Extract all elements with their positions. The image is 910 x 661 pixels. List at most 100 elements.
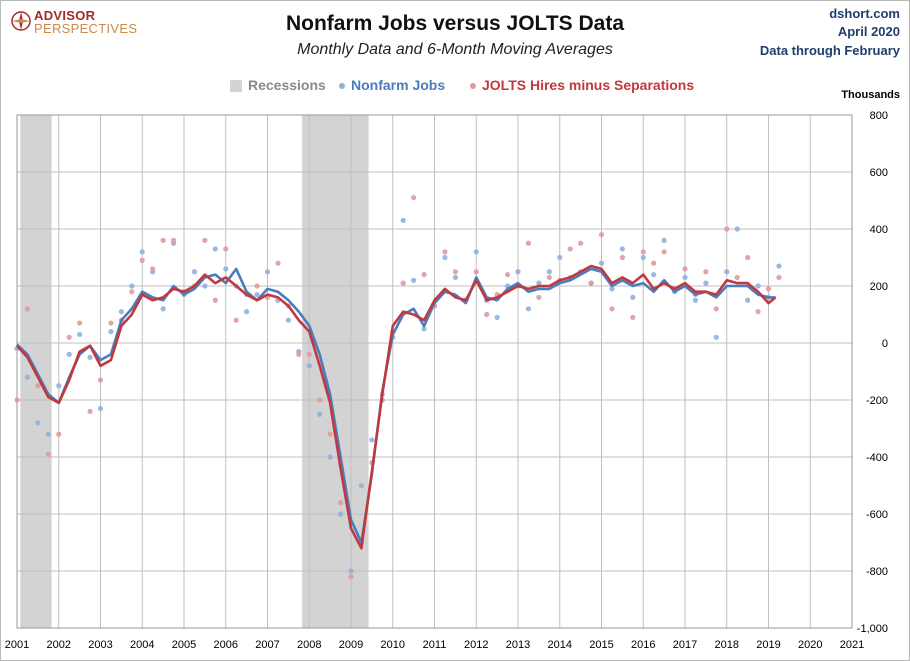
legend-label-recessions: Recessions: [248, 77, 326, 93]
jolts-point: [765, 286, 772, 292]
x-tick-label: 2018: [715, 639, 739, 651]
x-tick-label: 2014: [548, 639, 572, 651]
jolts-point: [734, 274, 740, 281]
jolts-point: [525, 240, 532, 246]
jolts-point: [56, 431, 62, 437]
nonfarm-point: [317, 411, 323, 417]
nonfarm-moving-average-line: [16, 267, 776, 544]
jolts-point: [651, 260, 657, 266]
nonfarm-point: [35, 420, 41, 426]
nonfarm-point: [264, 269, 271, 275]
nonfarm-point: [191, 269, 198, 275]
legend-item-recessions: Recessions: [230, 77, 326, 95]
x-tick-label: 2013: [506, 639, 530, 651]
nonfarm-point: [358, 482, 365, 489]
nonfarm-point: [45, 431, 51, 437]
x-tick-label: 2007: [255, 639, 279, 651]
jolts-point: [598, 232, 605, 238]
jolts-point: [536, 294, 542, 300]
legend-marker-jolts: [470, 83, 476, 90]
jolts-point: [724, 226, 730, 232]
nonfarm-point: [713, 334, 719, 340]
jolts-point: [703, 269, 709, 275]
nonfarm-point: [640, 254, 646, 261]
nonfarm-point: [619, 246, 625, 252]
jolts-point: [567, 246, 573, 252]
nonfarm-point: [400, 217, 406, 224]
jolts-point: [296, 351, 302, 357]
legend-swatch-recessions: [230, 80, 242, 93]
nonfarm-point: [682, 274, 688, 281]
nonfarm-point: [129, 283, 135, 289]
legend-marker-nonfarm: [339, 83, 345, 90]
jolts-point: [473, 269, 479, 275]
nonfarm-point: [421, 326, 427, 332]
jolts-point: [150, 266, 156, 272]
nonfarm-point: [348, 568, 354, 574]
jolts-point: [35, 383, 41, 389]
nonfarm-point: [223, 266, 229, 272]
x-tick-label: 2019: [756, 639, 780, 651]
y-tick-label: -400: [866, 452, 888, 464]
source-site: dshort.com: [829, 6, 900, 21]
nonfarm-point: [734, 226, 740, 232]
jolts-moving-average-line: [16, 264, 777, 550]
jolts-point: [546, 274, 552, 281]
jolts-point: [776, 274, 782, 281]
nonfarm-point: [651, 272, 657, 278]
jolts-point: [630, 314, 636, 320]
y-tick-label: -800: [866, 566, 888, 578]
x-tick-label: 2020: [798, 639, 822, 651]
nonfarm-point: [442, 254, 448, 261]
recession-band: [302, 115, 369, 628]
legend-item-nonfarm: Nonfarm Jobs: [339, 77, 445, 95]
nonfarm-point: [515, 269, 521, 275]
x-tick-label: 2003: [88, 639, 112, 651]
nonfarm-point: [306, 363, 312, 369]
jolts-point: [588, 280, 594, 286]
jolts-point: [327, 431, 333, 437]
nonfarm-point: [546, 269, 552, 275]
jolts-point: [212, 297, 218, 303]
x-tick-label: 2009: [339, 639, 363, 651]
jolts-point: [682, 266, 688, 272]
jolts-point: [411, 195, 417, 201]
jolts-point: [129, 289, 135, 295]
nonfarm-point: [452, 274, 458, 281]
x-tick-label: 2016: [631, 639, 655, 651]
nonfarm-point: [755, 283, 761, 289]
jolts-point: [254, 283, 260, 289]
nonfarm-point: [630, 294, 636, 300]
jolts-point: [108, 320, 114, 326]
jolts-point: [442, 249, 448, 255]
jolts-point: [14, 397, 20, 403]
jolts-point: [348, 574, 354, 580]
nonfarm-point: [66, 351, 72, 357]
nonfarm-point: [118, 309, 124, 315]
jolts-point: [755, 309, 761, 315]
nonfarm-point: [87, 354, 93, 360]
x-tick-label: 2012: [464, 639, 488, 651]
nonfarm-point: [525, 306, 532, 312]
x-tick-label: 2021: [840, 639, 864, 651]
nonfarm-point: [411, 277, 417, 283]
jolts-point: [24, 306, 31, 312]
jolts-point: [223, 246, 229, 252]
x-tick-label: 2001: [5, 639, 29, 651]
nonfarm-point: [97, 405, 104, 412]
jolts-point: [160, 237, 166, 243]
nonfarm-point: [745, 297, 751, 303]
nonfarm-point: [212, 246, 218, 252]
nonfarm-point: [254, 291, 260, 298]
x-tick-label: 2005: [172, 639, 196, 651]
jolts-point: [661, 249, 667, 255]
nonfarm-point: [776, 263, 782, 269]
x-tick-label: 2008: [297, 639, 321, 651]
jolts-point: [275, 260, 281, 266]
nonfarm-point: [661, 237, 667, 243]
jolts-point: [306, 351, 312, 357]
jolts-point: [139, 257, 145, 263]
jolts-point: [45, 451, 51, 457]
jolts-point: [504, 272, 511, 278]
